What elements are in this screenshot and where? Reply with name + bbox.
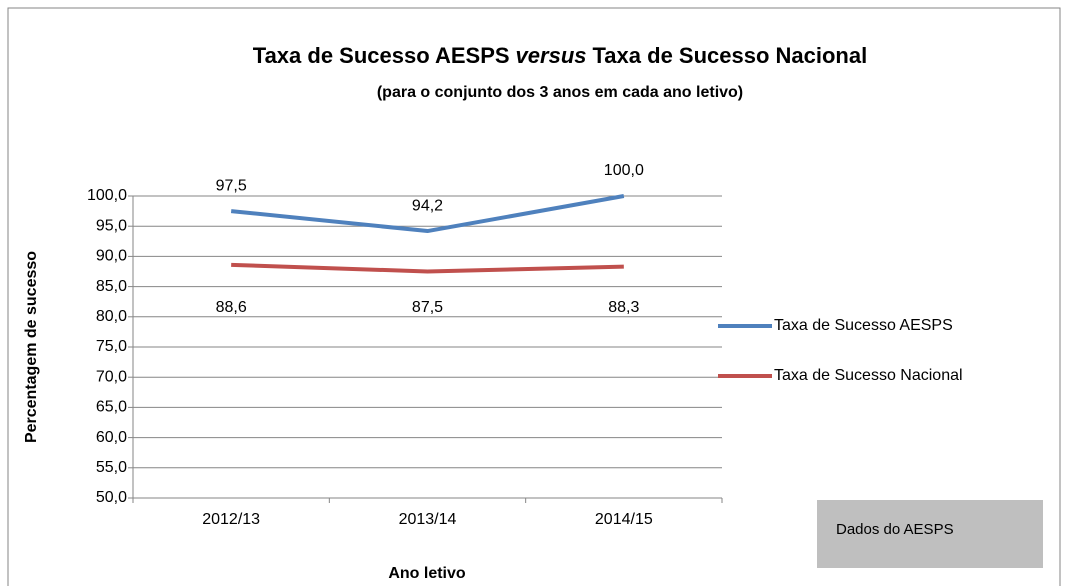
x-tick-label: 2012/13: [202, 511, 260, 528]
series-line: [230, 194, 625, 234]
y-tick-label: 50,0: [96, 489, 127, 506]
title-part: Taxa de Sucesso AESPS: [253, 43, 510, 68]
y-tick-label: 70,0: [96, 368, 127, 385]
chart-frame: [7, 7, 1061, 586]
y-tick-label: 65,0: [96, 399, 127, 416]
title-part: Taxa de Sucesso Nacional: [593, 43, 868, 68]
y-tick-label: 90,0: [96, 248, 127, 265]
series-line: [231, 262, 624, 274]
annotation-box: [817, 500, 1043, 568]
y-tick-label: 95,0: [96, 217, 127, 234]
data-label: 87,5: [412, 299, 443, 316]
x-tick-label: 2014/15: [595, 511, 653, 528]
y-tick-label: 85,0: [96, 278, 127, 295]
data-label: 88,3: [608, 299, 639, 316]
chart-subtitle: (para o conjunto dos 3 anos em cada ano …: [377, 84, 743, 101]
data-label: 97,5: [216, 177, 247, 194]
legend-label: Taxa de Sucesso Nacional: [774, 367, 963, 384]
data-label: 88,6: [216, 299, 247, 316]
chart-title: Taxa de Sucesso AESPS versus Taxa de Suces…: [253, 43, 867, 68]
y-tick-label: 55,0: [96, 459, 127, 476]
data-label: 94,2: [412, 197, 443, 214]
y-tick-label: 80,0: [96, 308, 127, 325]
title-part: versus: [516, 43, 587, 68]
data-label: 100,0: [604, 162, 644, 179]
x-axis-label: Ano letivo: [388, 565, 466, 582]
y-tick-label: 75,0: [96, 338, 127, 355]
legend-label: Taxa de Sucesso AESPS: [774, 317, 953, 334]
annotation: Dados do AESPS: [836, 521, 954, 538]
y-tick-label: 100,0: [87, 187, 127, 204]
y-tick-label: 60,0: [96, 429, 127, 446]
x-tick-label: 2013/14: [399, 511, 457, 528]
y-axis-label: Percentagem de sucesso: [23, 251, 40, 443]
